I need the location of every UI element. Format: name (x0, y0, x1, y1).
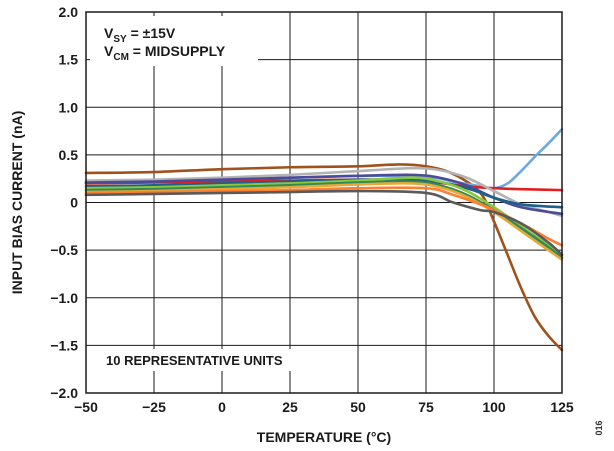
supply-voltage-annotation: VSY = ±15V (104, 25, 176, 45)
y-tick-label: −2.0 (50, 385, 78, 401)
x-tick-label: 50 (350, 399, 366, 415)
units-note: 10 REPRESENTATIVE UNITS (106, 353, 283, 368)
series-line-unit-9 (84, 182, 564, 261)
x-tick-label: 75 (418, 399, 434, 415)
y-tick-label: −0.5 (50, 242, 78, 258)
x-tick-label: 25 (282, 399, 298, 415)
x-tick-label: −50 (74, 399, 98, 415)
series-line-unit-7 (84, 176, 564, 257)
y-tick-label: −1.0 (50, 290, 78, 306)
x-tick-label: 125 (550, 399, 574, 415)
annotation-background (90, 16, 258, 66)
x-axis-title: TEMPERATURE (°C) (257, 429, 391, 445)
x-tick-label: 100 (482, 399, 506, 415)
plot-frame (85, 11, 563, 394)
y-axis-title: INPUT BIAS CURRENT (nA) (9, 111, 25, 295)
series-lines (84, 127, 564, 352)
x-tick-label: −25 (142, 399, 166, 415)
units-note-background (98, 349, 294, 371)
tick-labels: −50 −25 0 25 50 75 100 125 2.0 1.5 1.0 0.5 0 −0.5 −1.0… (50, 4, 574, 415)
figure-id: 016 (594, 420, 604, 435)
y-tick-label: 1.5 (59, 52, 79, 68)
x-tick-label: 0 (218, 399, 226, 415)
series-line-unit-8 (84, 180, 564, 260)
y-tick-label: 1.0 (59, 99, 79, 115)
y-tick-label: −1.5 (50, 337, 78, 353)
y-tick-label: 2.0 (59, 4, 79, 20)
common-mode-annotation: VCM = MIDSUPPLY (104, 43, 226, 63)
y-tick-label: 0.5 (59, 147, 79, 163)
grid-lines (85, 11, 563, 394)
series-line-unit-11 (84, 189, 564, 257)
y-tick-label: 0 (70, 195, 78, 211)
